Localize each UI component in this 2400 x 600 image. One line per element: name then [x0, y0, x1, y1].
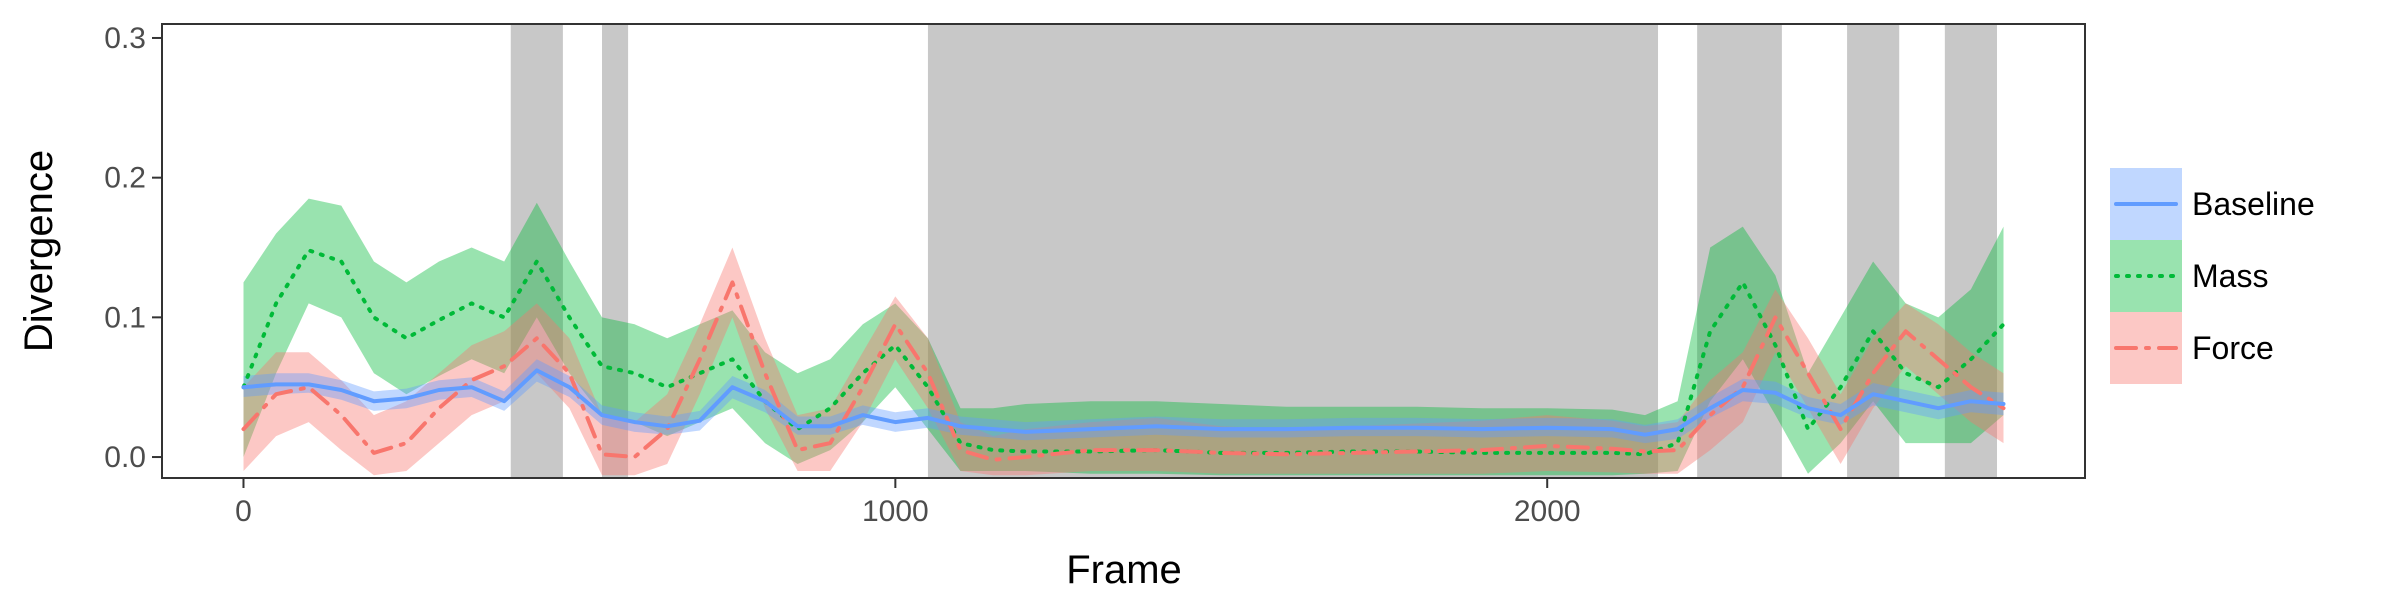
- baseline-line: [241, 368, 2006, 437]
- legend-item-baseline: Baseline: [2110, 168, 2315, 240]
- mass-line: [241, 248, 2006, 457]
- legend-item-mass: Mass: [2110, 240, 2268, 312]
- x-axis: 0 1000 2000: [235, 478, 1581, 528]
- shaded-region-4: [1697, 24, 1782, 478]
- y-axis-title: Divergence: [17, 150, 61, 352]
- shaded-region-3: [927, 24, 1659, 478]
- y-tick-label-1: 0.1: [104, 301, 146, 334]
- legend-item-force: Force: [2110, 312, 2274, 384]
- x-tick-label-0: 0: [235, 495, 252, 528]
- force-ribbon: [243, 247, 2004, 476]
- y-tick-label-0: 0.0: [104, 441, 146, 474]
- x-axis-title: Frame: [1066, 548, 1182, 592]
- mass-ribbon: [243, 198, 2004, 476]
- legend: Baseline Mass Force: [2110, 168, 2315, 384]
- panel-border: [161, 23, 2086, 479]
- y-tick-label-3: 0.3: [104, 22, 146, 55]
- legend-label-baseline: Baseline: [2192, 186, 2315, 222]
- y-tick-label-2: 0.2: [104, 162, 146, 195]
- shaded-regions: [510, 24, 1997, 478]
- legend-label-mass: Mass: [2192, 258, 2268, 294]
- legend-label-force: Force: [2192, 330, 2274, 366]
- y-axis: 0.0 0.1 0.2 0.3: [104, 22, 162, 474]
- shaded-region-1: [510, 24, 563, 478]
- shaded-region-2: [602, 24, 629, 478]
- x-tick-label-2000: 2000: [1514, 495, 1581, 528]
- x-tick-label-1000: 1000: [862, 495, 929, 528]
- force-line: [241, 280, 2006, 462]
- series-lines: [241, 248, 2006, 462]
